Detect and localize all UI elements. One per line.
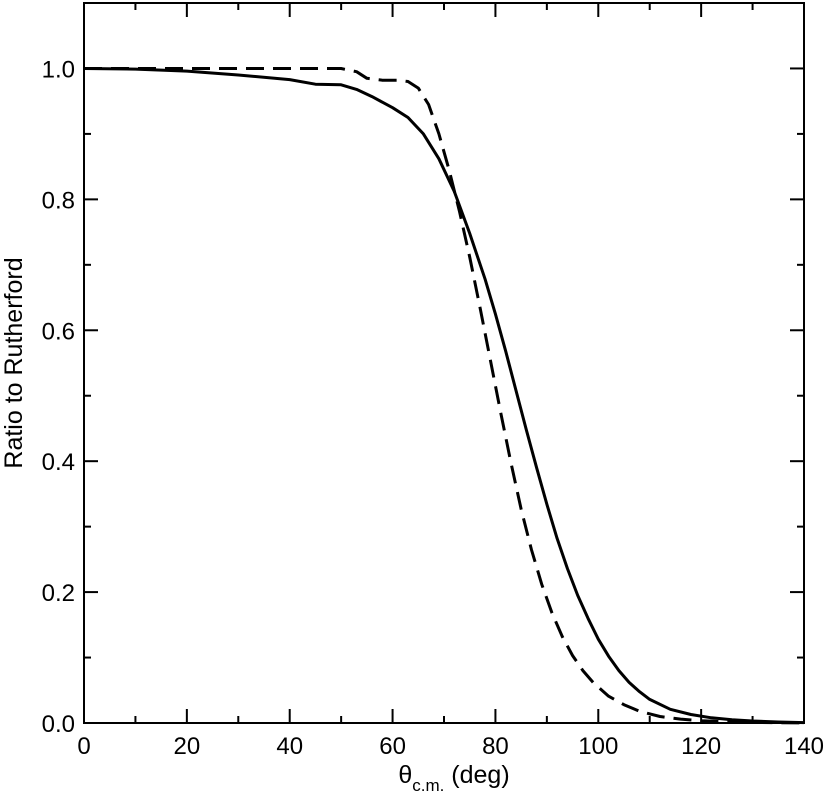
y-tick-labels: 0.0 0.2 0.4 0.6 0.8 1.0 — [42, 56, 75, 738]
y-tick-label: 0.0 — [42, 711, 75, 738]
y-tick-label: 0.2 — [42, 580, 75, 607]
x-tick-label: 140 — [784, 733, 824, 760]
x-tick-label: 40 — [276, 733, 303, 760]
x-tick-label: 0 — [77, 733, 90, 760]
x-axis-unit: (deg) — [444, 761, 509, 789]
x-tick-label: 80 — [482, 733, 509, 760]
x-axis-title: θc.m. (deg) — [398, 761, 509, 795]
y-tick-label: 0.8 — [42, 187, 75, 214]
x-tick-label: 20 — [174, 733, 201, 760]
solid-series-line — [83, 67, 805, 725]
series-lines — [83, 67, 805, 725]
x-tick-labels: 0 20 40 60 80 100 120 140 — [77, 733, 824, 760]
x-axis-subscript: c.m. — [412, 776, 444, 795]
y-tick-label: 1.0 — [42, 56, 75, 83]
x-tick-label: 100 — [578, 733, 618, 760]
y-tick-label: 0.4 — [42, 449, 75, 476]
y-axis-title: Ratio to Rutherford — [0, 257, 28, 468]
plot-frame — [83, 2, 805, 724]
x-axis-symbol: θ — [398, 761, 412, 789]
x-tick-label: 120 — [681, 733, 721, 760]
dashed-series-line — [84, 67, 805, 725]
x-tick-label: 60 — [379, 733, 406, 760]
tick-marks — [83, 2, 805, 724]
y-tick-label: 0.6 — [42, 318, 75, 345]
